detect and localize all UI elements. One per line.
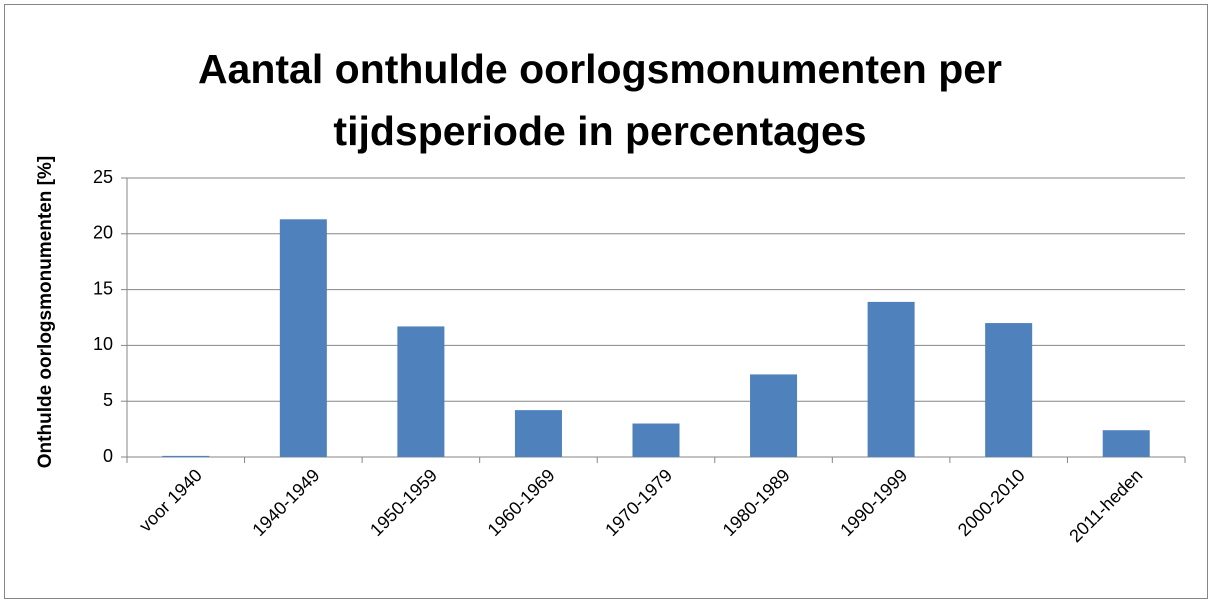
y-tick-label: 25 [93, 167, 113, 187]
bar [867, 301, 915, 457]
y-tick-label: 5 [103, 390, 113, 410]
bar [514, 410, 562, 457]
y-tick-label: 20 [93, 223, 113, 243]
bar [750, 374, 798, 457]
y-axis-label: Onthulde oorlogsmonumenten [%] [35, 156, 56, 468]
bar [162, 455, 210, 457]
bar [1102, 430, 1150, 457]
bar [397, 326, 445, 457]
chart-border [4, 4, 1208, 599]
y-tick-label: 15 [93, 278, 113, 298]
bar [632, 423, 680, 457]
chart-title: Aantal onthulde oorlogsmonumenten per ti… [197, 46, 1003, 154]
y-tick-label: 10 [93, 334, 113, 354]
y-tick-label: 0 [103, 446, 113, 466]
bar [985, 323, 1033, 457]
bar [279, 219, 327, 457]
